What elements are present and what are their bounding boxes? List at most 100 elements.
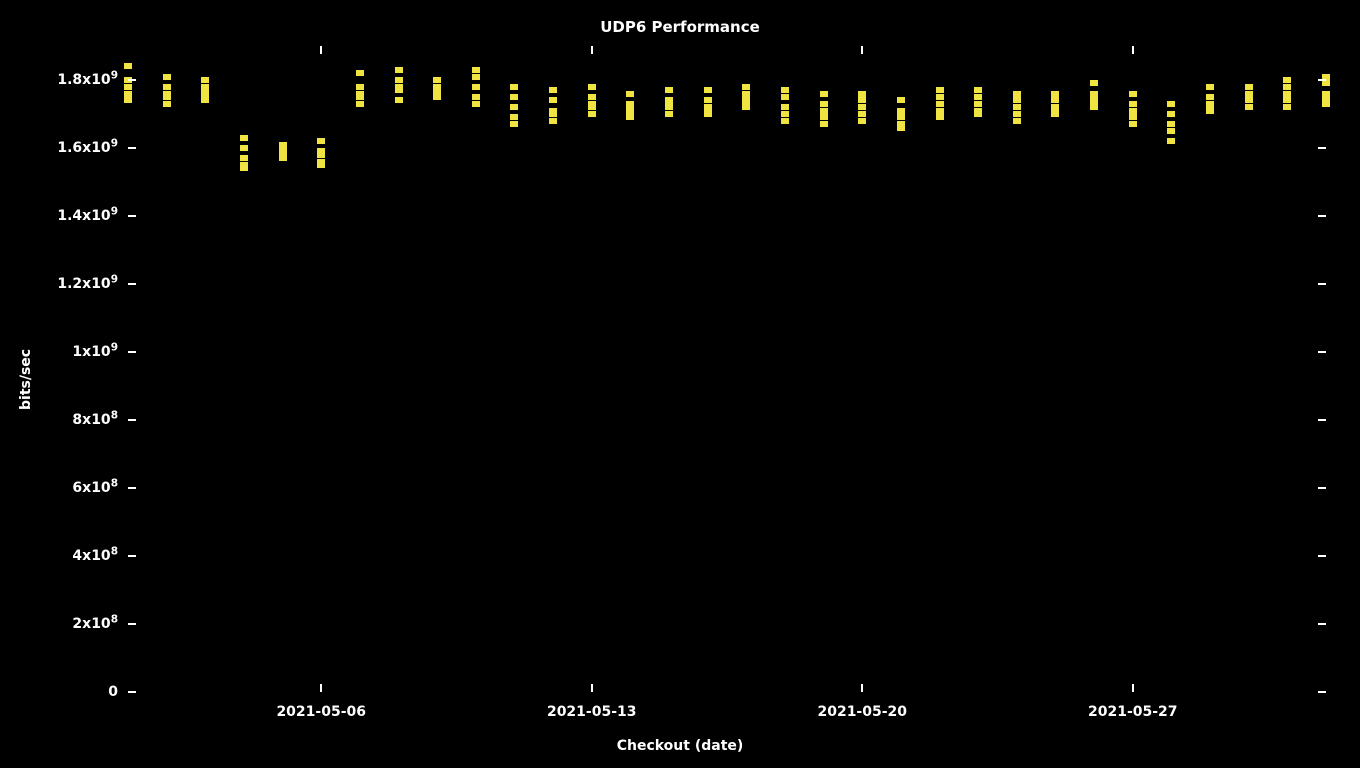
y-tick-mark [1318,79,1326,81]
x-tick-label: 2021-05-13 [547,704,637,720]
data-point [936,114,944,120]
data-point [936,94,944,100]
data-point [163,94,171,100]
y-tick-mark [1318,215,1326,217]
y-tick-label: 4x108 [72,548,118,564]
y-tick-label: 1.6x109 [57,140,118,156]
data-point [317,162,325,168]
data-point [317,138,325,144]
data-point [936,101,944,107]
data-point [1051,108,1059,114]
data-point [1051,91,1059,97]
data-point [433,77,441,83]
x-tick-label: 2021-05-06 [276,704,366,720]
data-point [163,84,171,90]
x-tick-mark [1132,46,1134,54]
y-tick-mark [128,79,136,81]
data-point [472,94,480,100]
y-tick-label: 1.4x109 [57,208,118,224]
data-point [1129,91,1137,97]
data-point [510,94,518,100]
data-point [510,104,518,110]
y-tick-label: 0 [108,684,118,700]
y-tick-mark [128,283,136,285]
chart-title: UDP6 Performance [0,18,1360,36]
data-point [1013,118,1021,124]
plot-area [128,46,1326,692]
data-point [356,84,364,90]
data-point [1322,91,1330,97]
data-point [897,125,905,131]
data-point [549,118,557,124]
data-point [588,101,596,107]
data-point [240,155,248,161]
data-point [1167,128,1175,134]
data-point [1090,80,1098,86]
data-point [201,87,209,93]
data-point [124,84,132,90]
data-point [742,84,750,90]
data-point [820,91,828,97]
performance-chart: UDP6 Performance bits/sec Checkout (date… [0,0,1360,768]
data-point [588,84,596,90]
x-tick-mark [591,684,593,692]
data-point [704,97,712,103]
data-point [1206,94,1214,100]
x-tick-label: 2021-05-20 [817,704,907,720]
y-tick-mark [128,419,136,421]
data-point [820,121,828,127]
data-point [1013,111,1021,117]
data-point [279,155,287,161]
data-point [1206,104,1214,110]
y-tick-label: 1.8x109 [57,72,118,88]
y-tick-mark [1318,147,1326,149]
data-point [1013,104,1021,110]
x-tick-mark [861,46,863,54]
data-point [588,94,596,100]
data-point [1129,121,1137,127]
y-tick-mark [1318,691,1326,693]
data-point [1167,101,1175,107]
data-point [781,118,789,124]
data-point [974,111,982,117]
data-point [472,67,480,73]
data-point [472,74,480,80]
x-tick-mark [591,46,593,54]
data-point [781,87,789,93]
data-point [974,101,982,107]
data-point [240,162,248,168]
data-point [1129,114,1137,120]
data-point [626,114,634,120]
data-point [356,91,364,97]
data-point [936,87,944,93]
data-point [472,84,480,90]
data-point [1322,80,1330,86]
y-tick-label: 8x108 [72,412,118,428]
data-point [1283,84,1291,90]
data-point [858,104,866,110]
data-point [356,70,364,76]
data-point [279,148,287,154]
data-point [472,101,480,107]
data-point [1129,101,1137,107]
data-point [704,108,712,114]
x-tick-mark [320,46,322,54]
data-point [626,91,634,97]
y-tick-mark [128,147,136,149]
data-point [1090,91,1098,97]
data-point [124,91,132,97]
data-point [1283,104,1291,110]
x-axis-label: Checkout (date) [0,738,1360,754]
y-tick-mark [1318,351,1326,353]
data-point [433,84,441,90]
x-tick-mark [1132,684,1134,692]
y-axis-label: bits/sec [18,349,34,410]
data-point [1129,108,1137,114]
y-tick-mark [128,351,136,353]
x-tick-label: 2021-05-27 [1088,704,1178,720]
x-tick-mark [320,684,322,692]
data-point [1245,104,1253,110]
y-tick-mark [1318,419,1326,421]
data-point [124,63,132,69]
data-point [742,91,750,97]
